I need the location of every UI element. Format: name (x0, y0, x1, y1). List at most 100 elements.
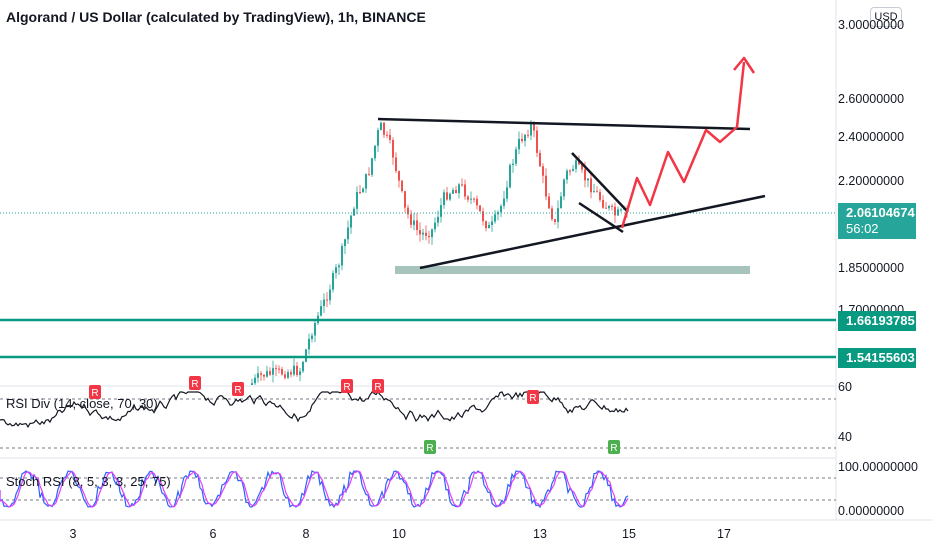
divergence-marker[interactable] (424, 440, 436, 454)
candle-body[interactable] (536, 130, 538, 153)
candle-body[interactable] (449, 193, 451, 200)
candle-body[interactable] (617, 209, 619, 216)
candle-body[interactable] (353, 208, 355, 216)
candle-body[interactable] (266, 371, 268, 377)
candle-body[interactable] (383, 122, 385, 135)
candle-body[interactable] (302, 361, 304, 372)
candle-body[interactable] (503, 198, 505, 206)
candle-body[interactable] (590, 178, 592, 193)
candle-body[interactable] (476, 198, 478, 206)
candle-body[interactable] (572, 168, 574, 171)
candle-body[interactable] (410, 214, 412, 225)
candle-body[interactable] (458, 184, 460, 194)
candle-body[interactable] (329, 289, 331, 301)
candle-body[interactable] (485, 221, 487, 229)
candle-body[interactable] (575, 160, 577, 169)
divergence-marker[interactable] (372, 379, 384, 393)
divergence-marker[interactable] (608, 440, 620, 454)
candle-body[interactable] (455, 189, 457, 194)
candle-body[interactable] (602, 199, 604, 208)
divergence-marker[interactable] (232, 382, 244, 396)
candle-body[interactable] (314, 323, 316, 336)
candle-body[interactable] (494, 214, 496, 222)
candle-body[interactable] (473, 198, 475, 200)
candle-body[interactable] (467, 196, 469, 200)
candle-body[interactable] (479, 205, 481, 212)
upper-trendline[interactable] (377, 117, 751, 131)
candle-body[interactable] (530, 124, 532, 136)
candle-body[interactable] (326, 299, 328, 301)
rsi-line[interactable] (0, 391, 629, 429)
candle-body[interactable] (569, 170, 571, 172)
candle-body[interactable] (341, 246, 343, 266)
candle-body[interactable] (614, 206, 616, 216)
candle-body[interactable] (344, 239, 346, 247)
candle-body[interactable] (350, 215, 352, 228)
candle-body[interactable] (434, 222, 436, 230)
candle-body[interactable] (557, 208, 559, 222)
rsi-div-label[interactable]: RSI Div (14, close, 70, 30) (6, 396, 158, 411)
candle-body[interactable] (281, 369, 283, 375)
candle-body[interactable] (461, 184, 463, 186)
candle-body[interactable] (365, 173, 367, 189)
candle-body[interactable] (539, 152, 541, 167)
candle-body[interactable] (377, 130, 379, 146)
candle-body[interactable] (488, 225, 490, 229)
level-tag-1[interactable]: 1.66193785 (838, 311, 916, 331)
candle-body[interactable] (446, 192, 448, 200)
stoch-d-line[interactable] (0, 470, 629, 508)
stoch-rsi-label[interactable]: Stoch RSI (8, 5, 3, 3, 25, 75) (6, 474, 171, 489)
candle-body[interactable] (518, 138, 520, 150)
candle-body[interactable] (386, 134, 388, 136)
candle-body[interactable] (596, 191, 598, 193)
candle-body[interactable] (431, 229, 433, 238)
candle-body[interactable] (374, 145, 376, 159)
candle-body[interactable] (425, 232, 427, 236)
candle-body[interactable] (527, 134, 529, 136)
candle-body[interactable] (443, 192, 445, 206)
candle-body[interactable] (482, 211, 484, 222)
candle-body[interactable] (395, 157, 397, 172)
candle-body[interactable] (407, 207, 409, 215)
candle-body[interactable] (611, 205, 613, 207)
candle-body[interactable] (401, 180, 403, 192)
candle-body[interactable] (323, 299, 325, 307)
candle-body[interactable] (500, 205, 502, 213)
level-tag-2[interactable]: 1.54155603 (838, 348, 916, 368)
projection-path[interactable] (620, 61, 746, 229)
candle-body[interactable] (491, 221, 493, 226)
candle-body[interactable] (551, 208, 553, 220)
candle-body[interactable] (251, 383, 253, 385)
stoch-k-line[interactable] (0, 470, 629, 509)
candle-body[interactable] (398, 171, 400, 181)
candle-body[interactable] (509, 165, 511, 188)
candle-body[interactable] (320, 306, 322, 316)
candle-body[interactable] (599, 192, 601, 200)
candle-body[interactable] (578, 160, 580, 165)
candle-body[interactable] (470, 198, 472, 200)
candle-body[interactable] (311, 335, 313, 339)
candle-body[interactable] (380, 122, 382, 131)
candle-body[interactable] (308, 338, 310, 350)
candle-body[interactable] (566, 170, 568, 180)
candle-body[interactable] (560, 196, 562, 209)
candle-body[interactable] (563, 179, 565, 197)
candle-body[interactable] (620, 209, 622, 211)
candle-body[interactable] (371, 158, 373, 175)
candle-body[interactable] (404, 191, 406, 208)
candle-body[interactable] (272, 368, 274, 375)
candle-body[interactable] (338, 265, 340, 268)
candle-body[interactable] (545, 175, 547, 197)
candle-body[interactable] (299, 371, 301, 376)
candle-body[interactable] (290, 372, 292, 375)
candle-body[interactable] (437, 216, 439, 223)
candle-body[interactable] (506, 187, 508, 199)
candle-body[interactable] (416, 220, 418, 230)
candle-body[interactable] (287, 372, 289, 378)
divergence-marker[interactable] (527, 390, 539, 404)
candle-body[interactable] (347, 227, 349, 240)
candle-body[interactable] (548, 196, 550, 209)
candle-body[interactable] (464, 184, 466, 197)
candle-body[interactable] (413, 220, 415, 225)
